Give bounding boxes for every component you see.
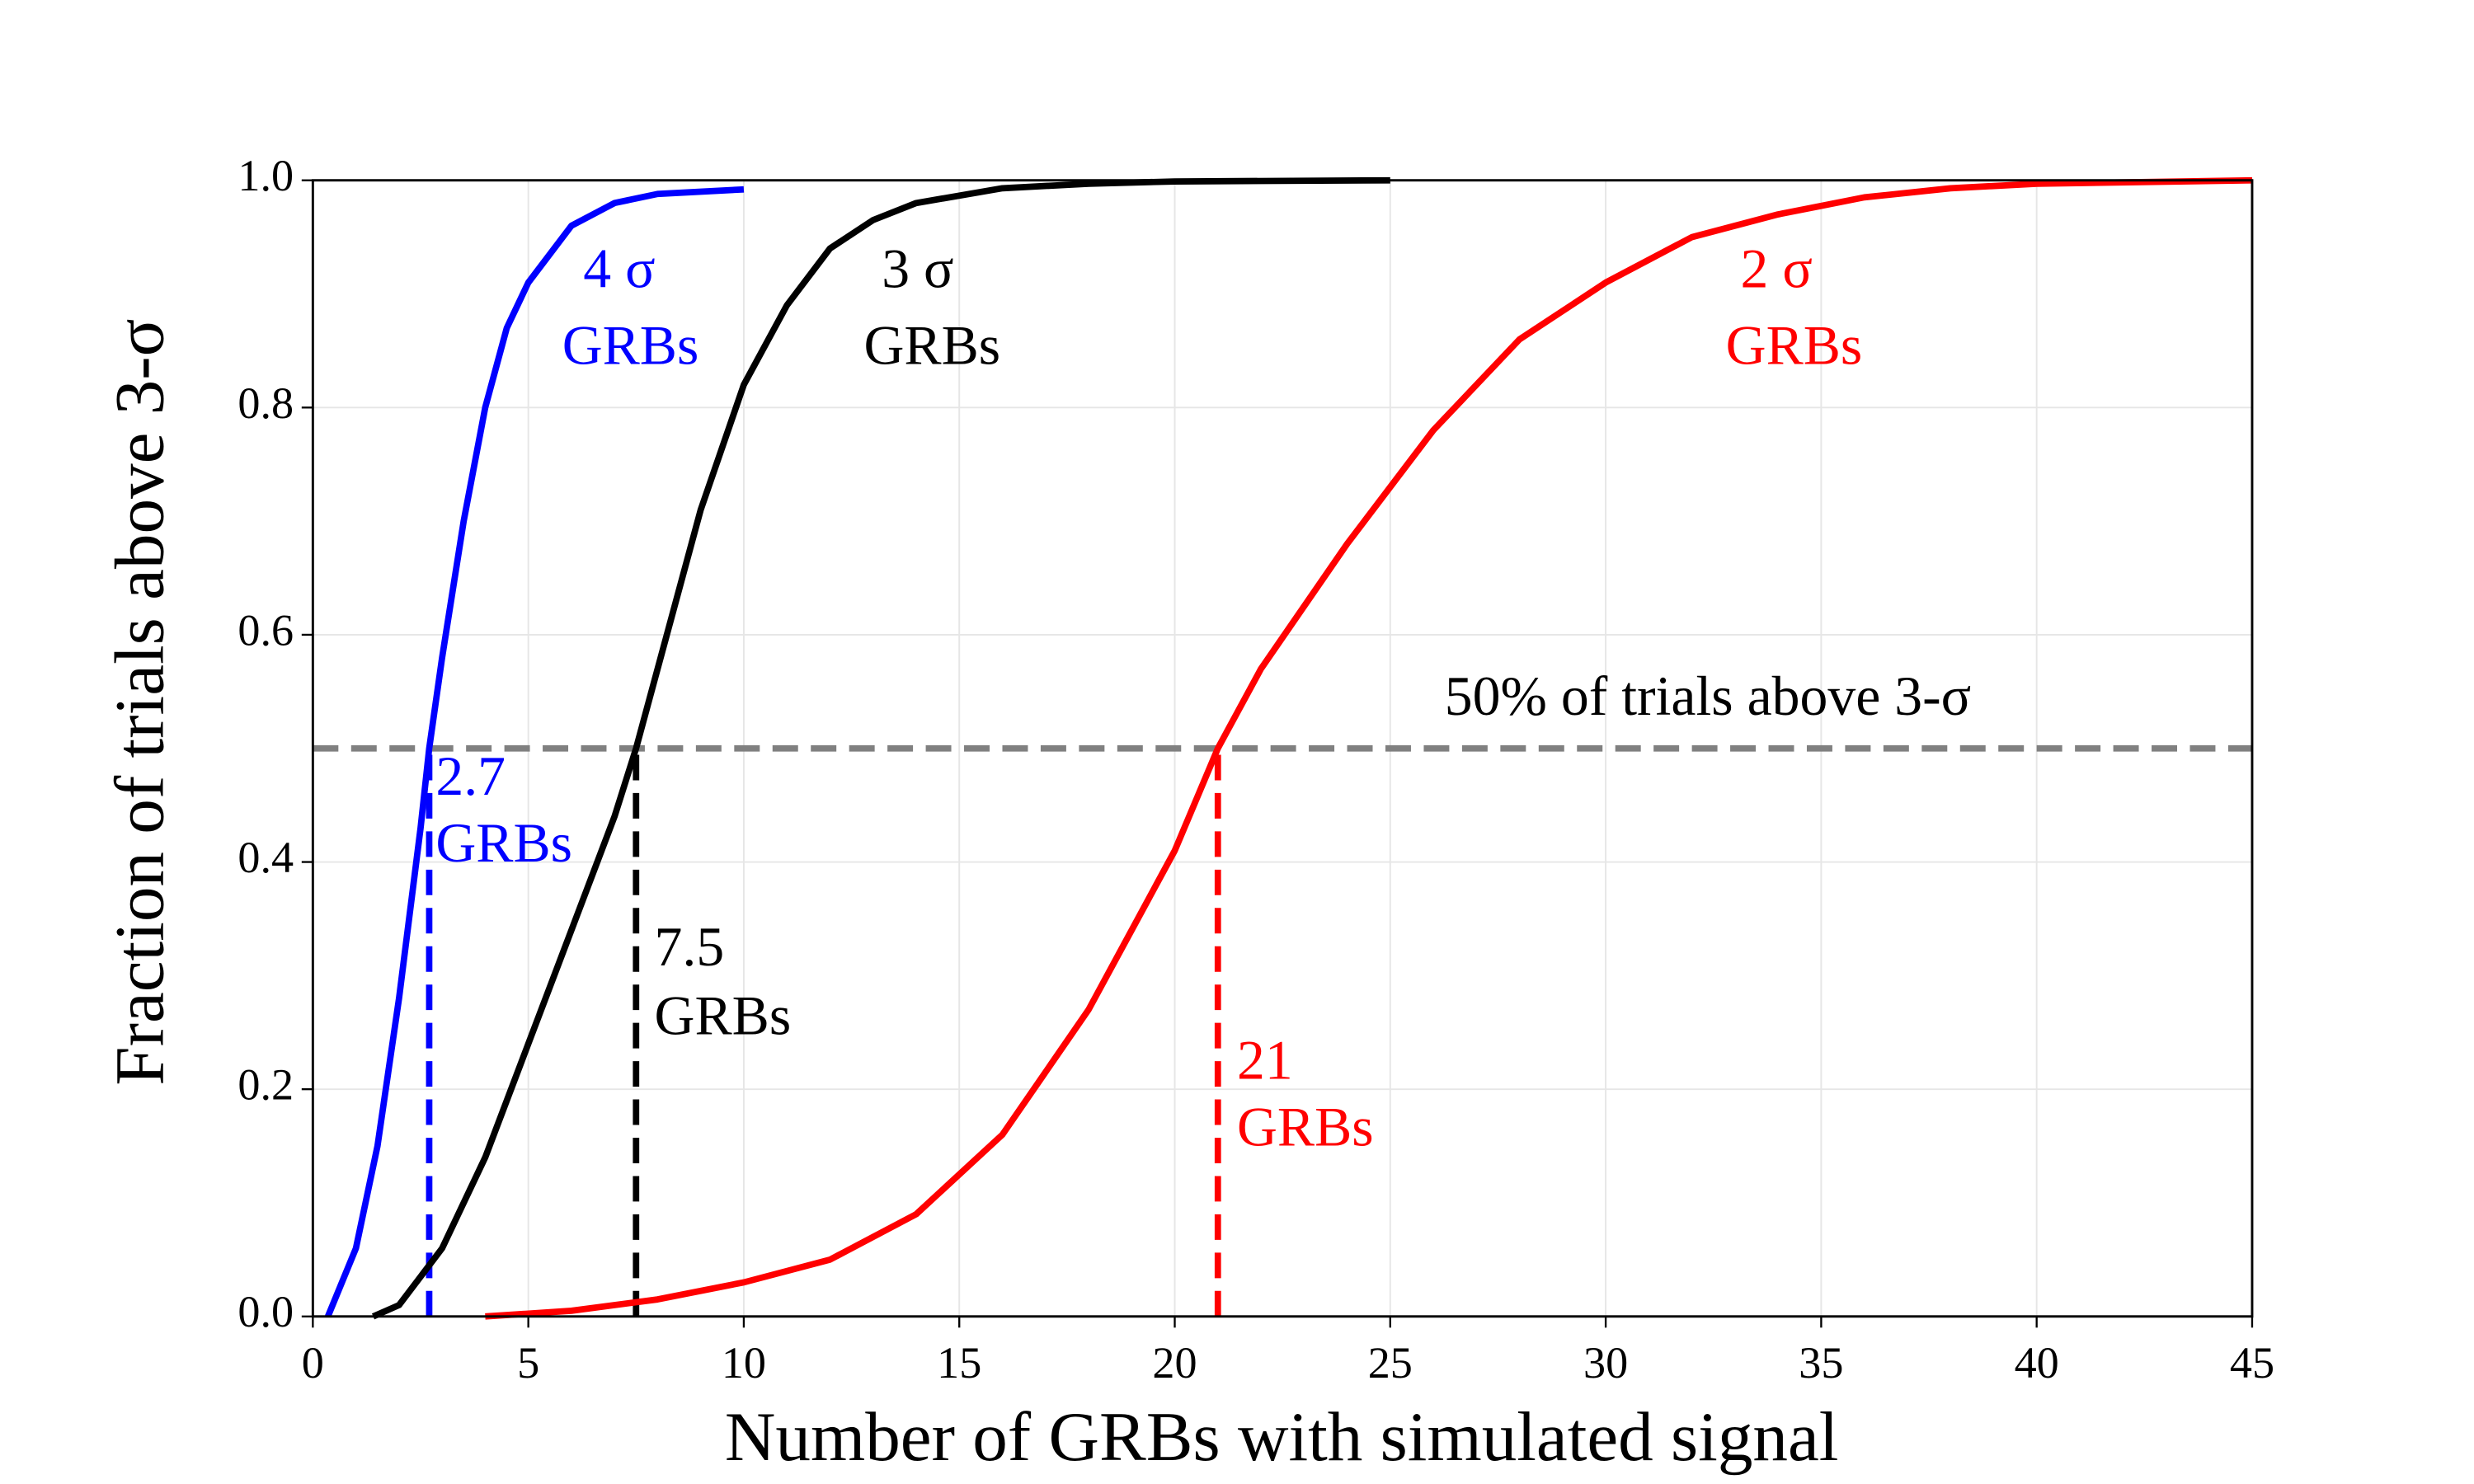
series-line (325, 186, 745, 1318)
crossing-value: 7.5 (655, 916, 725, 978)
series-label: GRBs (864, 314, 1001, 376)
x-tick-label: 45 (2230, 1338, 2274, 1388)
crossing-value: 21 (1237, 1029, 1293, 1091)
x-tick-label: 15 (937, 1338, 981, 1388)
series-label: 2 σ (1741, 237, 1813, 299)
y-tick-label: 0.0 (238, 1287, 294, 1336)
x-tick-label: 5 (517, 1338, 539, 1388)
crossing-value: 2.7 (435, 745, 506, 807)
series-label: GRBs (562, 314, 699, 376)
x-tick-label: 40 (2015, 1338, 2059, 1388)
x-tick-label: 0 (302, 1338, 324, 1388)
series-line (371, 176, 1390, 1320)
series-line (485, 176, 2253, 1320)
y-tick-label: 1.0 (238, 151, 294, 200)
crossing-unit: GRBs (655, 984, 792, 1046)
crossing-unit: GRBs (1237, 1097, 1374, 1158)
y-axis-label: Fraction of trials above 3-σ (101, 318, 179, 1085)
series-label: 4 σ (583, 237, 655, 299)
crossing-unit: GRBs (435, 812, 572, 874)
series-label: GRBs (1726, 314, 1863, 376)
series-label: 3 σ (882, 237, 953, 299)
y-tick-label: 0.2 (238, 1060, 294, 1110)
x-tick-label: 25 (1368, 1338, 1413, 1388)
x-tick-label: 20 (1152, 1338, 1197, 1388)
y-tick-label: 0.8 (238, 378, 294, 428)
x-tick-label: 35 (1799, 1338, 1843, 1388)
x-axis-label: Number of GRBs with simulated signal (725, 1398, 1839, 1476)
plot-frame (311, 179, 2254, 1318)
y-tick-label: 0.4 (238, 833, 294, 882)
y-tick-label: 0.6 (238, 605, 294, 655)
threshold-label: 50% of trials above 3-σ (1445, 665, 1971, 727)
x-tick-label: 10 (722, 1338, 766, 1388)
x-tick-label: 30 (1583, 1338, 1628, 1388)
